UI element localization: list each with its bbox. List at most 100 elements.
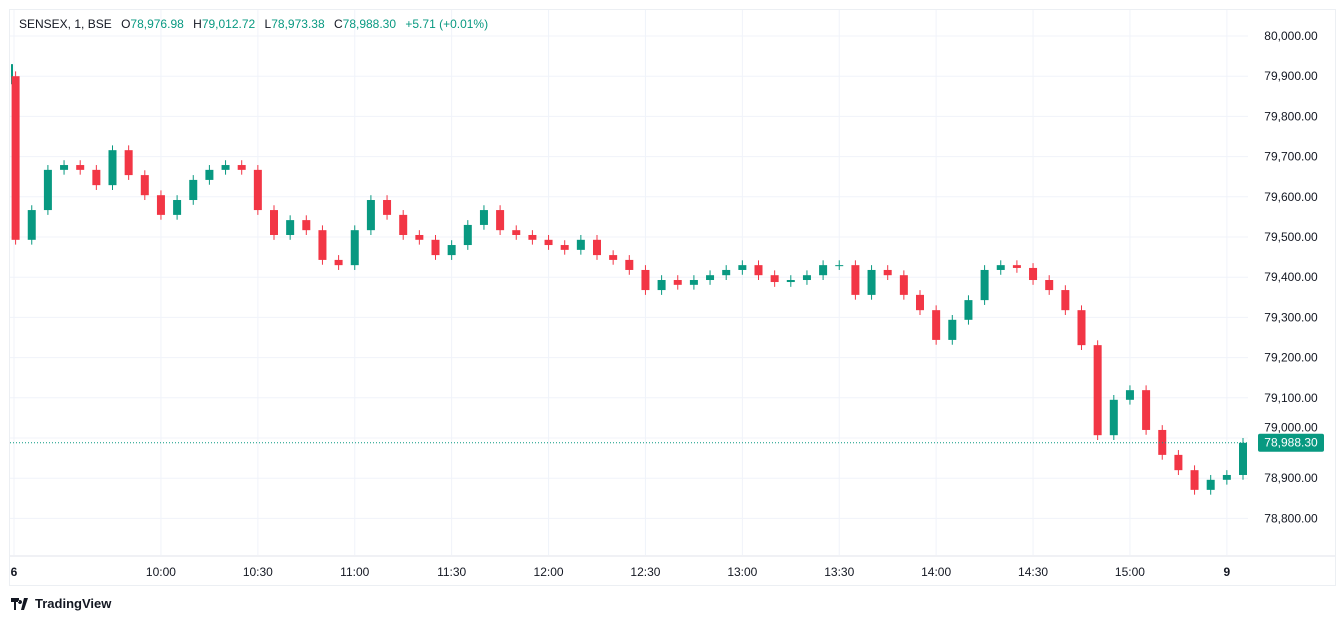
y-tick-label: 78,900.00 — [1264, 471, 1318, 485]
close-label: C — [333, 17, 343, 31]
candle-body — [1222, 474, 1231, 480]
x-tick-label: 13:00 — [727, 565, 757, 579]
candle-body — [463, 224, 472, 246]
candle-body — [932, 310, 941, 340]
y-tick-label: 78,800.00 — [1264, 511, 1318, 525]
candle-body — [286, 220, 295, 235]
candle-body — [819, 265, 828, 276]
candle-body — [270, 210, 278, 235]
candle-body — [883, 269, 892, 276]
candle-body — [851, 265, 860, 295]
candle-body — [479, 210, 488, 225]
candle-body — [1029, 267, 1038, 281]
candle-body — [657, 280, 666, 291]
candle-body — [496, 210, 505, 231]
candle-body — [576, 239, 585, 250]
x-tick-label: 14:30 — [1018, 565, 1048, 579]
x-tick-label: 10:00 — [146, 565, 176, 579]
candle-body — [1239, 442, 1247, 475]
candle-body — [560, 245, 569, 250]
y-tick-label: 79,200.00 — [1264, 351, 1318, 365]
candle-body — [1093, 345, 1102, 436]
candle-body — [1109, 399, 1118, 436]
candle-body — [108, 150, 117, 186]
candle-body — [996, 265, 1005, 270]
candle-body — [1077, 310, 1086, 346]
candle-body — [593, 239, 601, 256]
candle-body — [754, 265, 763, 276]
y-tick-label: 79,000.00 — [1264, 421, 1318, 435]
x-tick-label: 13:30 — [824, 565, 854, 579]
candle-body — [173, 200, 182, 215]
candle-body — [689, 280, 698, 285]
last-price-badge — [1258, 433, 1324, 452]
candle-body — [383, 200, 392, 215]
candle-body — [738, 265, 747, 270]
candle-body — [302, 220, 311, 231]
candle-body — [1045, 280, 1054, 291]
x-tick-label: 11:30 — [437, 565, 466, 579]
y-tick-label: 79,400.00 — [1264, 270, 1318, 284]
candle-body — [899, 275, 908, 295]
low-value: 78,973.38 — [271, 17, 325, 31]
y-tick-label: 79,800.00 — [1264, 109, 1318, 123]
candle-body — [802, 275, 811, 281]
candle-body — [528, 234, 537, 240]
high-label: H — [193, 17, 202, 31]
y-tick-label: 79,900.00 — [1264, 69, 1318, 83]
candle-body — [431, 239, 440, 256]
x-tick-label: 14:00 — [921, 565, 951, 579]
y-tick-label: 80,000.00 — [1264, 29, 1318, 43]
tradingview-logo-icon — [11, 597, 28, 610]
candle-body — [964, 300, 973, 320]
low-label: L — [264, 17, 272, 31]
candle-body — [770, 275, 779, 283]
high-value: 79,012.72 — [201, 17, 256, 31]
candle-body — [980, 269, 989, 301]
candle-body — [512, 230, 521, 235]
ohlc-legend: SENSEX, 1, BSE O78,976.98 H79,012.72 L78… — [19, 17, 494, 31]
candle-body — [1142, 390, 1151, 430]
branding-label: TradingView — [35, 596, 112, 611]
candle-body — [237, 165, 246, 170]
candle-body — [1012, 265, 1021, 268]
candle-body — [544, 239, 553, 246]
open-value: 78,976.98 — [130, 17, 184, 31]
candle-body — [609, 255, 618, 260]
candle-body — [205, 169, 214, 180]
candle-body — [706, 275, 715, 281]
candle-body — [1061, 290, 1070, 311]
close-value: 78,988.30 — [342, 17, 397, 31]
candle-body — [916, 294, 924, 311]
x-tick-label: 10:30 — [243, 565, 273, 579]
candle-body — [835, 265, 844, 267]
x-tick-label: 12:30 — [630, 565, 660, 579]
candle-previous-day — [11, 64, 13, 85]
candle-body — [221, 165, 230, 170]
symbol-label: SENSEX, 1, BSE — [19, 17, 112, 31]
candle-body — [399, 214, 408, 235]
candle-body — [76, 165, 85, 170]
candle-body — [189, 179, 198, 201]
y-tick-label: 79,500.00 — [1264, 230, 1318, 244]
open-label: O — [121, 17, 131, 31]
candle-body — [447, 245, 456, 256]
candle-body — [11, 76, 20, 240]
candle-body — [124, 150, 133, 176]
last-price-label: 78,988.30 — [1264, 436, 1318, 450]
candle-body — [1206, 479, 1215, 490]
x-tick-label: 12:00 — [534, 565, 564, 579]
candle-body — [722, 269, 731, 276]
candle-body — [641, 269, 650, 291]
candle-body — [948, 319, 957, 340]
candle-body — [1125, 390, 1134, 400]
candle-body — [673, 280, 682, 285]
x-tick-label: 9 — [1224, 565, 1231, 579]
candle-body — [1174, 454, 1183, 471]
tradingview-logo[interactable]: TradingView — [11, 596, 111, 611]
y-tick-label: 79,600.00 — [1264, 190, 1318, 204]
x-tick-label: 11:00 — [340, 565, 369, 579]
candle-body — [867, 269, 876, 295]
candle-body — [60, 165, 69, 170]
